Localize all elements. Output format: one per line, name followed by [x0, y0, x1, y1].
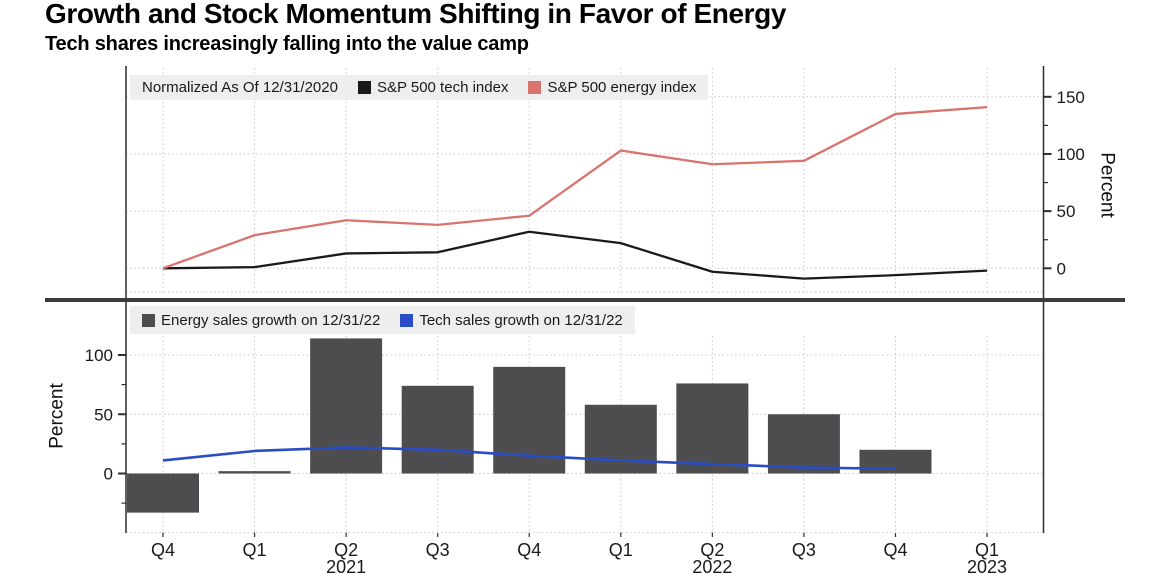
- x-axis-quarter-label: Q4: [151, 540, 175, 560]
- bottom-y-axis-tick-label: 0: [104, 465, 113, 484]
- energy-sales-bar: [584, 404, 657, 474]
- top-y-axis-tick-label: 50: [1057, 202, 1076, 221]
- bottom-y-axis-tick-label: 100: [85, 346, 113, 365]
- page-title: Growth and Stock Momentum Shifting in Fa…: [45, 0, 787, 29]
- top-y-axis-tick-label: 0: [1057, 259, 1066, 278]
- x-axis-quarter-label: Q1: [609, 540, 633, 560]
- tech-sales-legend-label: Tech sales growth on 12/31/22: [419, 311, 623, 329]
- energy-sales-swatch-icon: [142, 313, 155, 327]
- tech-sales-line: [162, 446, 896, 471]
- top-chart-legend: Normalized As Of 12/31/2020 S&P 500 tech…: [130, 75, 709, 100]
- x-axis-year-label: 2022: [692, 557, 732, 574]
- x-axis-quarter-label: Q2: [334, 540, 358, 560]
- x-axis-year-label: 2023: [967, 557, 1007, 574]
- bottom-chart-y-axis-title: Percent: [46, 383, 68, 449]
- top-chart-y-axis-title: Percent: [1096, 152, 1118, 218]
- legend-item-energy-index: S&P 500 energy index: [528, 79, 696, 96]
- top-y-axis-tick-label: 100: [1057, 145, 1085, 164]
- energy-sales-bar: [859, 449, 932, 474]
- energy-index-legend-label: S&P 500 energy index: [547, 79, 697, 96]
- energy-sales-bar: [676, 383, 749, 474]
- panel-separator: [45, 298, 1125, 302]
- page-subtitle: Tech shares increasingly falling into th…: [45, 33, 529, 55]
- x-axis-quarter-label: Q4: [517, 540, 541, 560]
- energy-sales-bar: [401, 385, 474, 474]
- energy-sales-bar: [127, 473, 199, 513]
- bottom-chart-legend: Energy sales growth on 12/31/22 Tech sal…: [130, 306, 635, 334]
- top-y-axis-tick-label: 150: [1057, 88, 1085, 107]
- x-axis-quarter-label: Q3: [426, 540, 450, 560]
- bottom-y-axis-tick-label: 50: [94, 405, 113, 424]
- normalization-note: Normalized As Of 12/31/2020: [142, 79, 338, 96]
- legend-item-tech-sales: Tech sales growth on 12/31/22: [400, 311, 623, 329]
- energy-index-swatch-icon: [528, 81, 542, 94]
- tech-sales-swatch-icon: [400, 313, 414, 327]
- legend-item-tech-index: S&P 500 tech index: [357, 79, 509, 96]
- tech-index-swatch-icon: [357, 81, 371, 94]
- energy-index-line: [162, 105, 988, 270]
- energy-sales-bar: [767, 414, 840, 474]
- x-axis-quarter-label: Q1: [243, 540, 267, 560]
- tech-index-legend-label: S&P 500 tech index: [376, 79, 509, 96]
- x-axis-quarter-label: Q1: [975, 540, 999, 560]
- x-axis-quarter-label: Q4: [883, 540, 907, 560]
- x-axis-year-label: 2021: [326, 557, 366, 574]
- energy-sales-bar: [310, 338, 383, 474]
- energy-sales-bar: [218, 471, 291, 474]
- x-axis-quarter-label: Q3: [792, 540, 816, 560]
- x-axis-quarter-label: Q2: [700, 540, 724, 560]
- tech-index-line: [162, 230, 988, 280]
- energy-sales-legend-label: Energy sales growth on 12/31/22: [161, 311, 381, 329]
- legend-item-energy-sales: Energy sales growth on 12/31/22: [142, 312, 380, 329]
